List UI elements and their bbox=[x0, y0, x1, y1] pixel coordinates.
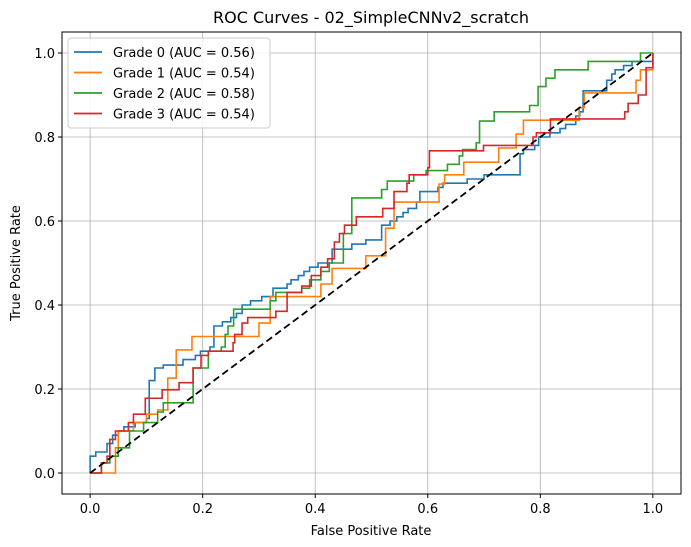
legend-label-grade-0: Grade 0 (AUC = 0.56) bbox=[113, 46, 255, 61]
x-tick-label: 0.6 bbox=[417, 502, 438, 517]
x-tick-label: 0.0 bbox=[80, 502, 101, 517]
legend-box bbox=[67, 37, 271, 129]
roc-curve-grade-1 bbox=[90, 53, 654, 474]
y-tick-label: 0.2 bbox=[34, 383, 55, 398]
y-tick-label: 1.0 bbox=[34, 47, 55, 62]
y-axis-label: True Positive Rate bbox=[9, 205, 24, 322]
curves bbox=[89, 52, 654, 474]
legend-label-grade-2: Grade 2 (AUC = 0.58) bbox=[113, 87, 255, 102]
ticks: 0.0 0.2 0.4 0.6 0.8 1.0 0.0 0.2 0.4 0.6 0.8 1.0 bbox=[34, 47, 663, 517]
roc-curve-grade-3 bbox=[90, 53, 654, 474]
x-tick-label: 1.0 bbox=[643, 502, 664, 517]
x-tick-label: 0.8 bbox=[530, 502, 551, 517]
legend-label-grade-1: Grade 1 (AUC = 0.54) bbox=[113, 67, 255, 82]
chart-title: ROC Curves - 02_SimpleCNNv2_scratch bbox=[213, 8, 529, 28]
y-tick-label: 0.4 bbox=[34, 299, 55, 314]
chance-diagonal-line bbox=[89, 52, 654, 474]
x-tick-label: 0.4 bbox=[305, 502, 326, 517]
roc-curve-grade-2 bbox=[90, 52, 653, 474]
x-tick-label: 0.2 bbox=[192, 502, 213, 517]
roc-curve-grade-0 bbox=[89, 53, 654, 473]
plot-frame bbox=[61, 31, 682, 495]
y-tick-label: 0.6 bbox=[34, 215, 55, 230]
y-tick-label: 0.8 bbox=[34, 131, 55, 146]
x-axis-label: False Positive Rate bbox=[311, 524, 432, 539]
y-tick-label: 0.0 bbox=[34, 467, 55, 482]
legend: Grade 0 (AUC = 0.56) Grade 1 (AUC = 0.54)… bbox=[67, 37, 271, 129]
legend-label-grade-3: Grade 3 (AUC = 0.54) bbox=[113, 108, 255, 123]
